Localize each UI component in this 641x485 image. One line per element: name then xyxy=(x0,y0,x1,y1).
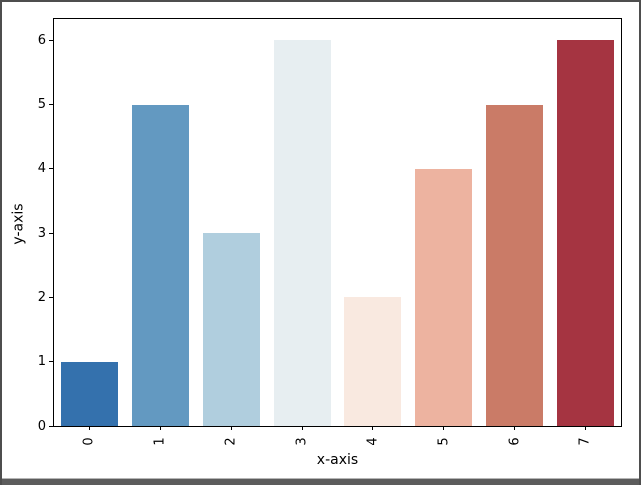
bar-7 xyxy=(557,40,615,426)
y-tick-mark xyxy=(49,425,53,427)
y-tick-label: 2 xyxy=(37,289,46,305)
y-tick-label: 0 xyxy=(37,418,46,434)
x-tick-label: 6 xyxy=(507,436,523,446)
x-tick-mark xyxy=(301,426,303,430)
bar-2 xyxy=(202,233,260,426)
y-axis-label-text: y-axis xyxy=(11,203,28,245)
y-tick-label: 4 xyxy=(37,161,46,177)
x-tick-mark xyxy=(514,426,516,430)
x-tick-label: 7 xyxy=(578,436,594,446)
y-tick-mark xyxy=(49,232,53,234)
x-tick-label: 1 xyxy=(152,436,168,446)
y-tick-mark xyxy=(49,296,53,298)
x-tick-mark xyxy=(230,426,232,430)
y-tick-mark xyxy=(49,39,53,41)
window-bottom-frame xyxy=(2,478,639,485)
y-tick-label: 5 xyxy=(37,97,46,112)
bar-3 xyxy=(273,40,331,426)
x-tick-mark xyxy=(372,426,374,430)
x-axis-label: x-axis xyxy=(316,452,359,468)
y-axis-label: y-axis xyxy=(5,140,33,308)
x-tick-mark xyxy=(443,426,445,430)
x-tick-mark xyxy=(159,426,161,430)
x-tick-label: 0 xyxy=(81,436,97,446)
y-tick-mark xyxy=(49,104,53,105)
bar-0 xyxy=(60,361,118,426)
bar-6 xyxy=(486,104,544,426)
x-tick-label: 4 xyxy=(365,436,381,446)
y-tick-label: 1 xyxy=(37,354,46,370)
x-tick-label: 5 xyxy=(436,436,452,446)
x-tick-label: 3 xyxy=(294,436,310,446)
bar-4 xyxy=(344,297,402,426)
x-tick-label: 2 xyxy=(223,436,239,446)
y-tick-label: 3 xyxy=(37,225,46,241)
x-tick-mark xyxy=(88,426,90,430)
bar-5 xyxy=(415,168,473,426)
x-tick-mark xyxy=(585,426,587,430)
bar-1 xyxy=(131,104,189,426)
y-tick-label: 6 xyxy=(37,32,46,48)
plot-area: 0 1 2 3 4 5 6 0 1 2 3 4 5 6 7 xyxy=(38,18,622,445)
y-tick-mark xyxy=(49,361,53,363)
y-tick-mark xyxy=(49,168,53,170)
